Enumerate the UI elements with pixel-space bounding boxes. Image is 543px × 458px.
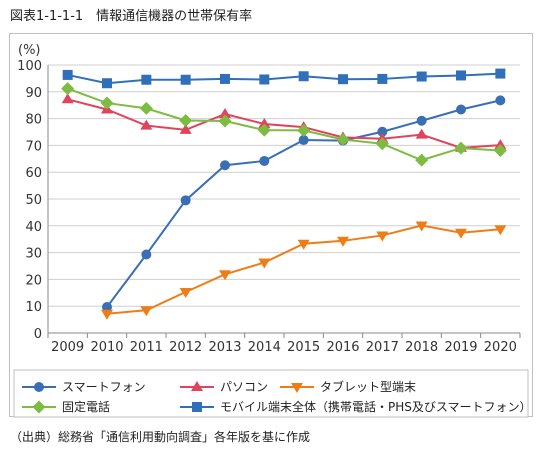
series-line-2: [106, 224, 501, 315]
data-point-series-3: [218, 114, 232, 128]
data-point-series-2: [376, 231, 389, 242]
data-point-series-2: [179, 287, 192, 298]
legend-marker: [32, 400, 46, 414]
data-point-series-3: [336, 133, 350, 147]
x-tick-label: 2014: [248, 340, 281, 355]
y-tick-label: 50: [25, 193, 42, 208]
x-tick-label: 2018: [405, 340, 438, 355]
data-point-series-2: [101, 309, 113, 320]
x-tick-label: 2020: [484, 340, 517, 355]
data-point-series-1: [61, 93, 74, 104]
legend-marker: [291, 383, 303, 393]
x-tick-label: 2015: [287, 340, 320, 355]
data-point-series-3: [179, 113, 193, 127]
data-point-series-2: [337, 236, 349, 247]
legend-label: モバイル端末全体（携帯電話・PHS及びスマートフォン）: [220, 399, 532, 414]
legend-box: [13, 369, 529, 418]
data-point-series-3: [493, 143, 507, 157]
series-line-3: [67, 87, 501, 162]
data-point-series-4: [495, 68, 506, 79]
y-tick-label: 30: [25, 247, 42, 262]
data-point-series-4: [259, 74, 270, 85]
data-point-series-3: [297, 123, 311, 137]
x-tick-label: 2016: [326, 340, 359, 355]
y-tick-label: 40: [25, 220, 42, 235]
data-point-series-4: [141, 74, 152, 85]
data-point-series-2: [455, 228, 467, 239]
x-tick-label: 2013: [208, 340, 241, 355]
series-line-1: [67, 98, 501, 149]
data-point-series-3: [100, 96, 114, 110]
data-point-series-3: [257, 123, 271, 137]
x-tick-label: 2010: [90, 340, 123, 355]
y-tick-label: 90: [25, 86, 42, 101]
x-tick-label: 2019: [444, 340, 477, 355]
y-tick-label: 0: [34, 327, 42, 342]
data-point-series-4: [220, 73, 230, 84]
legend-label: タブレット型端末: [320, 379, 416, 394]
data-point-series-2: [219, 270, 231, 281]
legend-marker: [34, 382, 44, 392]
y-axis-unit-label: (%): [18, 43, 41, 58]
data-point-series-4: [416, 71, 427, 82]
y-tick-label: 100: [17, 59, 42, 74]
data-point-series-1: [219, 108, 231, 119]
legend-label: 固定電話: [62, 399, 110, 414]
data-point-series-4: [456, 70, 466, 81]
y-tick-label: 20: [25, 273, 42, 288]
legend-marker: [191, 381, 203, 391]
legend-label: スマートフォン: [62, 380, 146, 394]
data-point-series-0: [180, 195, 191, 206]
data-point-series-2: [258, 258, 271, 269]
data-point-series-4: [62, 69, 73, 80]
data-point-series-3: [454, 141, 468, 155]
data-point-series-0: [141, 249, 152, 260]
y-tick-label: 80: [25, 113, 42, 128]
data-point-series-1: [258, 117, 271, 128]
x-tick-label: 2012: [169, 340, 202, 355]
legend-label: パソコン: [220, 380, 268, 394]
data-point-series-4: [377, 73, 388, 84]
data-point-series-2: [415, 221, 428, 232]
data-point-series-1: [179, 123, 192, 134]
data-point-series-0: [456, 104, 466, 115]
source-note: （出典）総務省「通信利用動向調査」各年版を基に作成: [10, 430, 311, 444]
data-point-series-0: [377, 126, 388, 137]
data-point-series-3: [61, 82, 75, 96]
data-point-series-0: [495, 95, 506, 106]
data-point-series-4: [180, 74, 191, 85]
series-line-4: [67, 72, 501, 85]
y-tick-label: 10: [25, 300, 42, 315]
data-point-series-0: [102, 302, 112, 313]
data-point-series-2: [494, 225, 507, 236]
data-point-series-4: [298, 71, 309, 82]
line-chart: (%) 0 10 20 30 40 50 60 70 80 90 100 2009 2010 2011 201…: [13, 43, 532, 418]
x-tick-label: 2009: [51, 340, 84, 355]
data-point-series-4: [102, 78, 112, 89]
y-tick-label: 60: [25, 166, 42, 181]
data-point-series-2: [140, 306, 153, 317]
data-point-series-3: [415, 153, 429, 167]
data-point-series-1: [140, 119, 153, 130]
data-point-series-0: [298, 135, 309, 146]
data-point-series-3: [139, 101, 153, 115]
x-tick-label: 2011: [130, 340, 163, 355]
x-tick-label: 2017: [366, 340, 399, 355]
data-point-series-1: [415, 128, 428, 139]
data-point-series-2: [297, 239, 310, 250]
data-point-series-4: [338, 74, 348, 85]
data-point-series-0: [259, 155, 270, 166]
chart-title: 図表1-1-1-1 情報通信機器の世帯保有率: [10, 9, 253, 24]
data-point-series-0: [220, 160, 230, 171]
legend-marker: [192, 402, 202, 412]
y-tick-label: 70: [25, 139, 42, 154]
data-point-series-3: [375, 137, 389, 151]
data-point-series-0: [416, 115, 427, 126]
